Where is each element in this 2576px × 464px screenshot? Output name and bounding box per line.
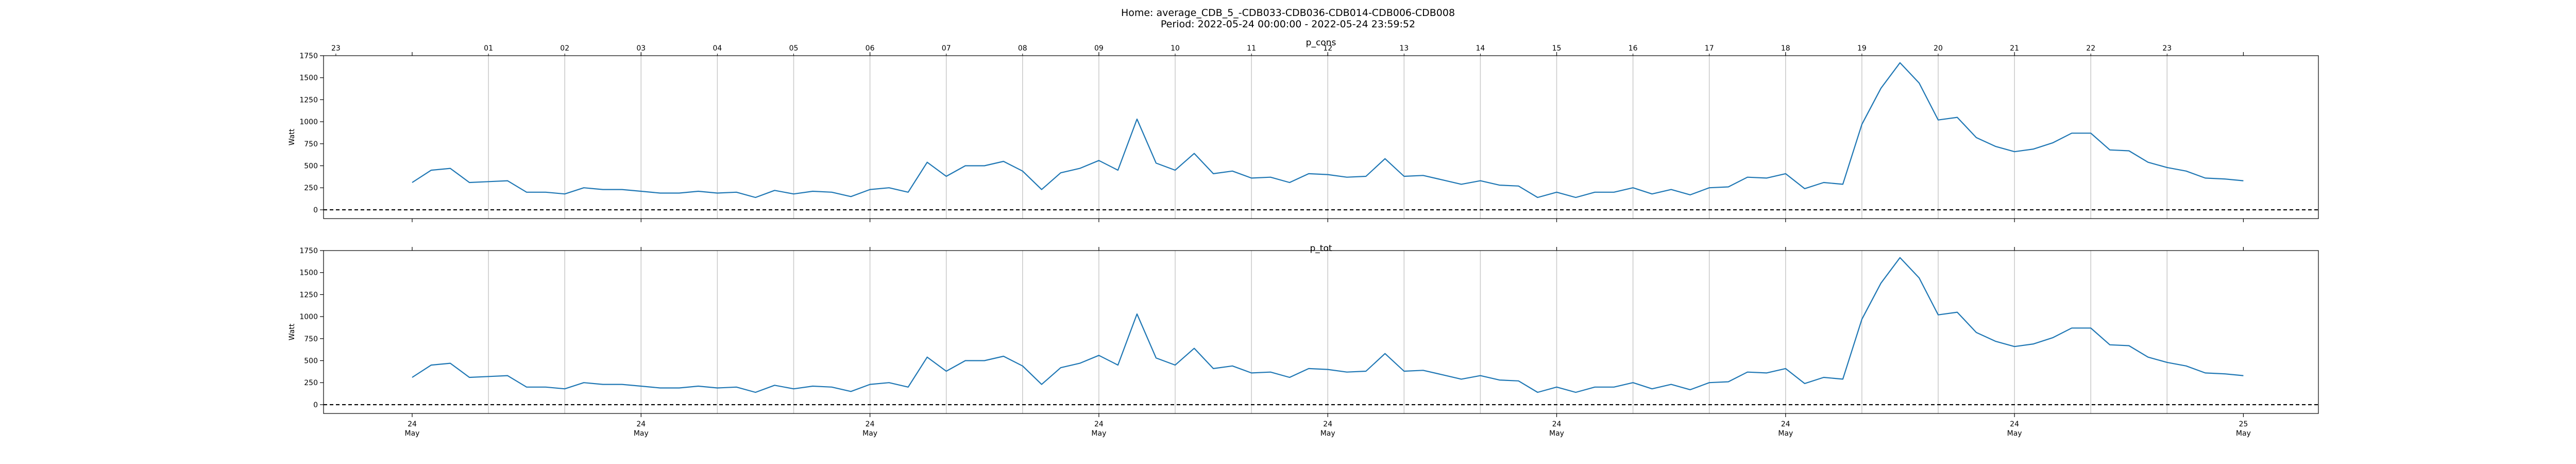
hour-tick-label: 05 — [789, 44, 799, 53]
hour-tick-label: 21 — [2010, 44, 2019, 53]
hour-tick-label: 12 — [1323, 44, 1332, 53]
hour-tick-label: 13 — [1399, 44, 1409, 53]
date-tick-month: May — [1549, 429, 1564, 438]
hour-tick-label: 23 — [331, 44, 341, 53]
y-tick-label: 0 — [313, 401, 318, 409]
plot-p-cons: p_cons 0 250 500 750 1000 1250 1500 1750 Watt 23 01… — [288, 38, 2319, 222]
hour-tick-label: 20 — [1934, 44, 1943, 53]
date-tick-month: May — [1320, 429, 1335, 438]
date-tick-day: 24 — [866, 420, 875, 428]
plot-title: p_tot — [1310, 243, 1332, 254]
y-tick-label: 1500 — [299, 74, 318, 82]
date-tick-month: May — [862, 429, 877, 438]
y-tick-label: 1000 — [299, 313, 318, 321]
date-tick-month: May — [1091, 429, 1106, 438]
hour-tick-label: 17 — [1705, 44, 1714, 53]
hour-tick-label: 07 — [942, 44, 951, 53]
chart-subtitle: Period: 2022-05-24 00:00:00 - 2022-05-24… — [1160, 19, 1416, 30]
date-tick-month: May — [2007, 429, 2022, 438]
plot-title: p_cons — [1306, 38, 1336, 48]
chart-title: Home: average_CDB_5_-CDB033-CDB036-CDB01… — [1121, 7, 1455, 19]
y-tick-label: 1750 — [299, 52, 318, 60]
y-tick-label: 1750 — [299, 247, 318, 255]
date-tick-day: 24 — [1094, 420, 1104, 428]
date-tick-day: 24 — [1781, 420, 1790, 428]
date-tick-month: May — [2236, 429, 2251, 438]
y-tick-label: 1250 — [299, 291, 318, 299]
plot-p-tot: p_tot02505007501000125015001750Watt24May… — [288, 243, 2319, 438]
date-tick-day: 24 — [1552, 420, 1562, 428]
plot-frame — [323, 55, 2319, 219]
date-tick-day: 24 — [636, 420, 646, 428]
y-tick-label: 500 — [304, 162, 318, 171]
date-tick-month: May — [634, 429, 649, 438]
series-line — [412, 62, 2244, 198]
y-tick-label: 250 — [304, 379, 318, 387]
hour-tick-label: 03 — [636, 44, 646, 53]
y-axis-label: Watt — [288, 128, 296, 145]
y-tick-label: 750 — [304, 335, 318, 343]
y-tick-label: 500 — [304, 357, 318, 366]
hour-tick-label: 11 — [1247, 44, 1256, 53]
hour-tick-label: 16 — [1629, 44, 1638, 53]
hour-tick-label: 06 — [866, 44, 875, 53]
date-tick-month: May — [1778, 429, 1793, 438]
hour-tick-label: 02 — [560, 44, 569, 53]
hour-tick-label: 23 — [2162, 44, 2172, 53]
hour-tick-label: 14 — [1476, 44, 1485, 53]
y-tick-label: 750 — [304, 140, 318, 148]
hour-tick-label: 08 — [1018, 44, 1027, 53]
hour-tick-label: 09 — [1094, 44, 1104, 53]
y-tick-label: 250 — [304, 184, 318, 192]
date-tick-day: 24 — [2010, 420, 2019, 428]
y-tick-label: 0 — [313, 206, 318, 214]
y-tick-label: 1250 — [299, 96, 318, 104]
y-tick-label: 1500 — [299, 269, 318, 277]
date-tick-day: 25 — [2239, 420, 2248, 428]
y-tick-label: 1000 — [299, 118, 318, 126]
series-line — [412, 257, 2244, 393]
date-tick-day: 24 — [1323, 420, 1332, 428]
hour-tick-label: 18 — [1781, 44, 1790, 53]
hour-tick-label: 19 — [1857, 44, 1867, 53]
hour-tick-label: 01 — [484, 44, 493, 53]
y-axis-label: Watt — [288, 323, 296, 340]
hour-tick-label: 22 — [2086, 44, 2095, 53]
plot-frame — [323, 250, 2319, 414]
hour-tick-label: 15 — [1552, 44, 1562, 53]
hour-tick-label: 10 — [1171, 44, 1180, 53]
hour-tick-label: 04 — [713, 44, 722, 53]
date-tick-day: 24 — [408, 420, 417, 428]
date-tick-month: May — [405, 429, 420, 438]
